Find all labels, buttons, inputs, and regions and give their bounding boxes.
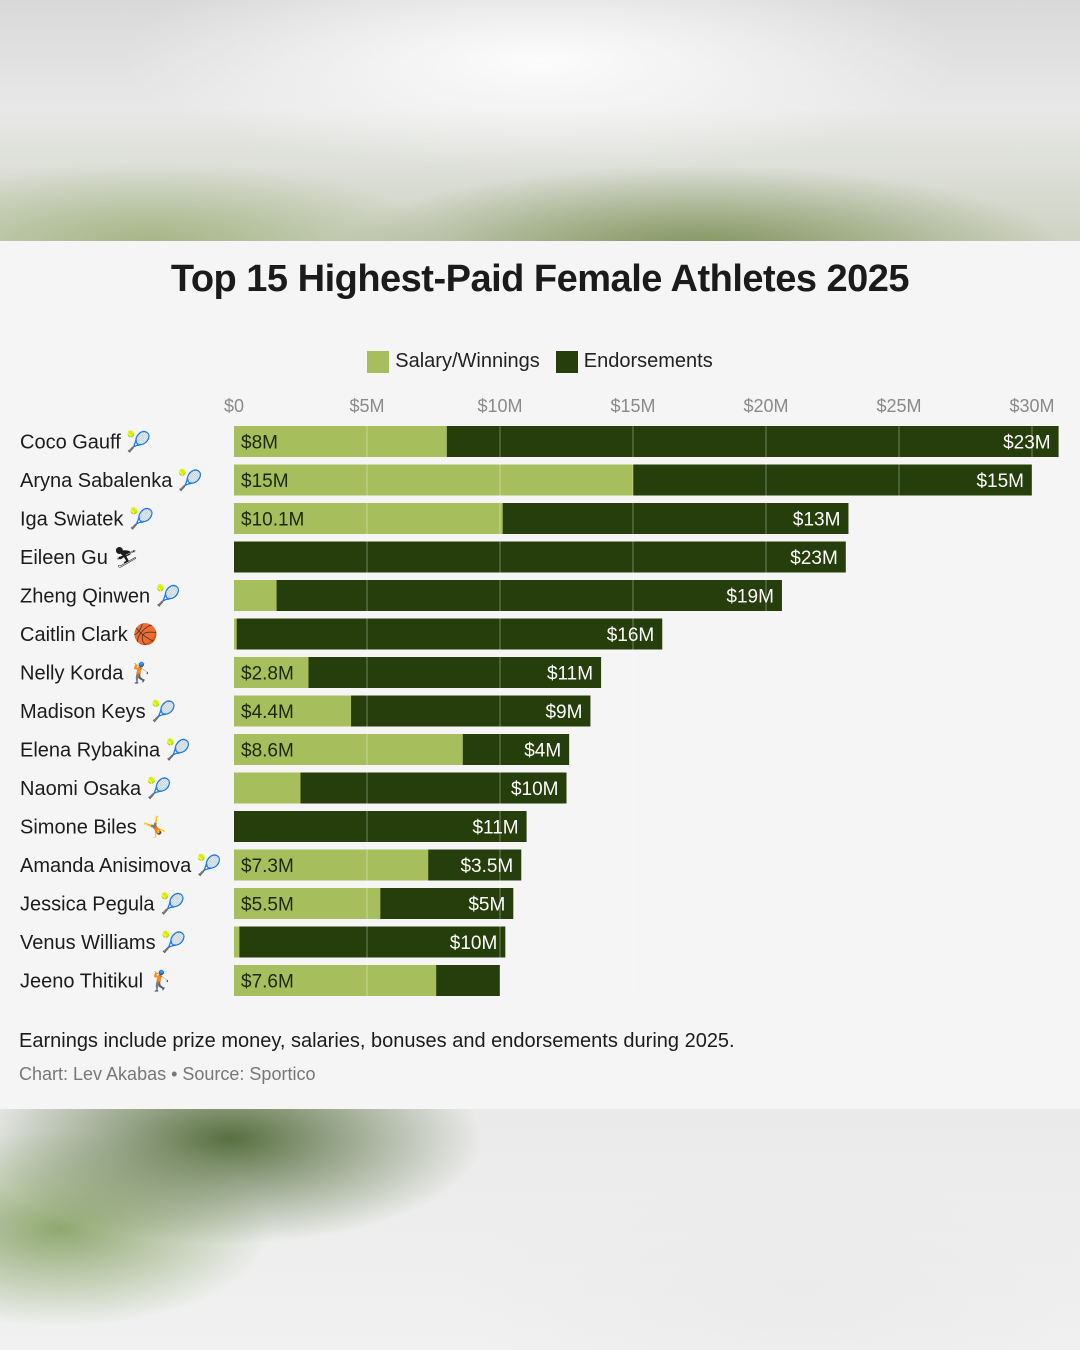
endorsement-value-label: $3.5M (460, 856, 513, 877)
endorsement-value-label: $11M (547, 664, 593, 685)
bars-group (234, 426, 1059, 996)
legend-swatch-salary (367, 350, 390, 373)
athlete-name: Simone Biles 🤸 (20, 815, 167, 839)
endorsement-value-label: $13M (793, 510, 841, 531)
athlete-name: Nelly Korda 🏌 (20, 661, 154, 685)
athlete-name: Naomi Osaka 🎾 (20, 776, 172, 800)
salary-value-label: $7.6M (241, 972, 294, 993)
salary-bar (234, 772, 301, 804)
endorsement-value-label: $15M (976, 471, 1024, 492)
athlete-name: Jeeno Thitikul 🏌 (20, 969, 174, 993)
x-tick-label: $5M (349, 396, 384, 416)
endorsement-bar (462, 734, 570, 765)
athlete-name: Jessica Pegula 🎾 (20, 892, 185, 916)
endorsement-value-label: $23M (1003, 433, 1051, 454)
salary-value-label: $15M (241, 471, 289, 492)
salary-bar (234, 503, 503, 534)
salary-bar (234, 580, 277, 611)
x-tick-label: $25M (876, 396, 921, 416)
endorsement-bar (300, 772, 567, 804)
blurred-photo-top (0, 0, 1080, 241)
salary-bar (234, 426, 447, 457)
endorsement-value-label: $11M (472, 818, 518, 839)
endorsement-bar (351, 695, 591, 727)
x-tick-label: $15M (610, 396, 655, 416)
chart-credit: Chart: Lev Akabas • Source: Sportico (19, 1064, 316, 1084)
legend-item-endorsements: Endorsements (555, 350, 713, 373)
x-tick-label: $10M (477, 396, 522, 416)
endorsement-bar (234, 541, 846, 573)
endorsement-value-label: $16M (607, 625, 655, 646)
endorsement-bar (446, 426, 1059, 457)
endorsement-value-label: $23M (790, 548, 838, 569)
endorsement-value-label: $19M (726, 587, 774, 608)
salary-bar (234, 618, 237, 650)
athlete-name: Iga Swiatek 🎾 (20, 507, 154, 531)
athlete-name: Elena Rybakina 🎾 (20, 738, 191, 762)
x-tick-label: $30M (1009, 396, 1054, 416)
footnote: Earnings include prize money, salaries, … (19, 1030, 735, 1052)
athlete-name: Caitlin Clark 🏀 (20, 621, 158, 647)
salary-value-label: $8M (241, 433, 278, 454)
salary-bar (234, 926, 240, 958)
endorsement-bar (436, 965, 500, 996)
legend: Salary/Winnings Endorsements (0, 350, 1080, 373)
salary-bar (234, 888, 381, 919)
endorsement-bar (236, 618, 663, 650)
legend-item-salary: Salary/Winnings (367, 350, 540, 373)
endorsement-value-label: $4M (524, 741, 561, 762)
legend-label-salary: Salary/Winnings (395, 350, 540, 372)
labels-group: $0 $5M $10M $15M $20M $25M $30M Coco Gauff 🎾 $8M… (20, 396, 1055, 993)
salary-bar (234, 695, 352, 727)
endorsement-bar (276, 580, 782, 611)
endorsement-bar (308, 657, 602, 688)
x-tick-label: $20M (743, 396, 788, 416)
athlete-name: Amanda Anisimova 🎾 (20, 853, 222, 877)
salary-bar (234, 734, 463, 765)
endorsement-value-label: $10M (511, 779, 559, 800)
athlete-name: Aryna Sabalenka 🎾 (20, 468, 203, 492)
x-tick-label: $0 (224, 396, 244, 416)
legend-swatch-endorsements (555, 350, 578, 373)
athlete-name: Coco Gauff 🎾 (20, 430, 151, 454)
salary-value-label: $4.4M (241, 702, 294, 723)
endorsement-value-label: $5M (468, 895, 505, 916)
salary-bar (234, 657, 309, 688)
athlete-name: Venus Williams 🎾 (20, 930, 186, 954)
legend-label-endorsements: Endorsements (583, 350, 713, 372)
salary-value-label: $10.1M (241, 510, 304, 531)
salary-value-label: $7.3M (241, 856, 294, 877)
gridlines-group (366, 424, 1033, 998)
endorsement-bar (380, 888, 514, 919)
salary-value-label: $5.5M (241, 895, 294, 916)
chart-title: Top 15 Highest-Paid Female Athletes 2025 (170, 258, 910, 300)
salary-value-label: $8.6M (241, 741, 294, 762)
endorsement-bar (234, 811, 527, 842)
salary-bar (234, 464, 633, 496)
endorsement-value-label: $10M (450, 933, 498, 954)
salary-bar (234, 965, 437, 996)
salary-bar (234, 849, 429, 881)
endorsement-bar (502, 503, 849, 534)
endorsement-bar (428, 849, 522, 881)
athlete-name: Eileen Gu ⛷ (20, 547, 139, 569)
athlete-name: Madison Keys 🎾 (20, 699, 176, 723)
athlete-name: Zheng Qinwen 🎾 (20, 584, 181, 608)
endorsement-value-label: $9M (545, 702, 582, 723)
blurred-photo-bottom (0, 1109, 1080, 1350)
salary-value-label: $2.8M (241, 664, 294, 685)
endorsement-bar (633, 464, 1032, 496)
endorsement-bar (239, 926, 506, 958)
